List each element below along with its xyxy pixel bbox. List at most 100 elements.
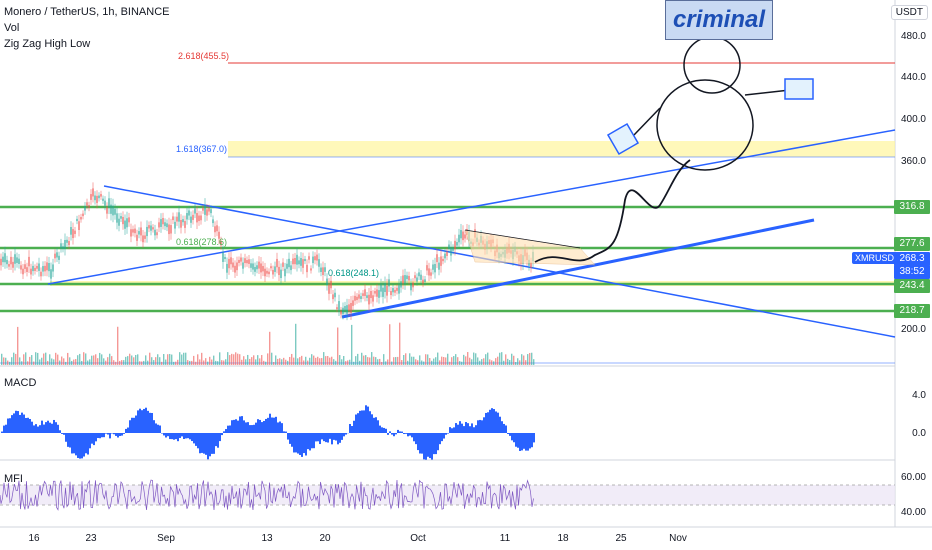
volume-bar — [135, 354, 137, 365]
volume-bar — [361, 352, 363, 365]
macd-bar — [255, 422, 257, 433]
price-candle — [398, 285, 400, 294]
price-candle — [162, 217, 164, 225]
volume-bar — [43, 353, 45, 365]
volume-bar — [383, 354, 385, 365]
price-candle — [434, 263, 436, 273]
price-candle — [134, 228, 136, 234]
volume-legend[interactable]: Vol — [4, 22, 20, 34]
price-candle — [272, 269, 274, 275]
volume-bar — [269, 331, 271, 365]
volume-bar — [477, 357, 479, 365]
price-candle — [310, 268, 312, 271]
macd-bar — [25, 417, 27, 433]
volume-bar — [185, 352, 187, 365]
volume-bar — [167, 354, 169, 365]
macd-bar — [307, 433, 309, 450]
symbol-legend[interactable]: Monero / TetherUS, 1h, BINANCE — [4, 6, 170, 18]
price-candle — [386, 285, 388, 296]
volume-bar — [259, 358, 261, 365]
price-candle — [116, 213, 118, 223]
macd-bar — [151, 412, 153, 433]
mfi-title[interactable]: MFI — [4, 473, 23, 485]
macd-bar — [91, 433, 93, 444]
volume-bar — [455, 354, 457, 365]
price-candle — [436, 254, 438, 263]
macd-bar — [509, 433, 511, 436]
price-candle — [444, 253, 446, 259]
price-candle — [26, 267, 28, 273]
volume-bar — [399, 322, 401, 365]
volume-bar — [341, 359, 343, 365]
macd-bar — [487, 412, 489, 433]
volume-bar — [181, 354, 183, 365]
macd-bar — [241, 416, 243, 433]
macd-bar — [225, 429, 227, 433]
macd-bar — [343, 433, 345, 437]
price-candle — [184, 221, 186, 228]
volume-bar — [33, 361, 35, 365]
macd-bar — [359, 410, 361, 433]
macd-bar — [533, 433, 535, 443]
macd-bar — [177, 433, 179, 442]
macd-bar — [395, 433, 397, 435]
macd-bar — [459, 421, 461, 433]
volume-bar — [241, 359, 243, 365]
currency-button[interactable]: USDT — [890, 5, 928, 20]
volume-bar — [335, 360, 337, 365]
price-candle — [530, 262, 532, 268]
macd-title[interactable]: MACD — [4, 377, 37, 389]
macd-bar — [257, 419, 259, 433]
volume-bar — [7, 360, 9, 365]
volume-bar — [113, 360, 115, 365]
volume-bar — [453, 356, 455, 365]
price-candle — [84, 206, 86, 211]
macd-bar — [181, 433, 183, 437]
macd-bar — [313, 433, 315, 449]
macd-bar — [103, 433, 105, 438]
macd-bar — [497, 412, 499, 433]
volume-bar — [313, 355, 315, 365]
macd-bar — [413, 433, 415, 442]
price-candle — [144, 235, 146, 239]
volume-bar — [193, 355, 195, 365]
price-candle — [220, 240, 222, 246]
volume-bar — [263, 360, 265, 365]
volume-bar — [467, 352, 469, 365]
figure-body — [656, 79, 754, 171]
price-candle — [46, 262, 48, 271]
macd-bar — [429, 433, 431, 459]
volume-bar — [121, 360, 123, 365]
zigzag-legend[interactable]: Zig Zag High Low — [4, 38, 91, 50]
price-candle — [392, 288, 394, 293]
price-candle — [288, 258, 290, 268]
price-candle — [130, 229, 132, 237]
price-candle — [252, 263, 254, 270]
price-candle — [24, 264, 26, 269]
price-candle — [278, 266, 280, 276]
price-candle — [140, 227, 142, 236]
macd-bar — [481, 420, 483, 433]
macd-bar — [231, 420, 233, 433]
price-candle — [330, 280, 332, 289]
volume-bar — [429, 358, 431, 365]
macd-bar — [195, 433, 197, 446]
price-candle — [96, 195, 98, 203]
macd-bar — [263, 420, 265, 433]
price-candle — [416, 277, 418, 282]
macd-bar — [441, 433, 443, 442]
volume-bar — [425, 354, 427, 365]
volume-bar — [271, 352, 273, 365]
macd-bar — [319, 433, 321, 445]
price-candle — [294, 258, 296, 265]
volume-bar — [345, 361, 347, 365]
price-candle — [82, 213, 84, 217]
price-candle — [334, 292, 336, 298]
macd-bar — [93, 433, 95, 446]
price-candle — [316, 254, 318, 261]
volume-bar — [357, 353, 359, 365]
macd-bar — [473, 427, 475, 433]
volume-bar — [489, 359, 491, 365]
price-candle — [206, 209, 208, 216]
